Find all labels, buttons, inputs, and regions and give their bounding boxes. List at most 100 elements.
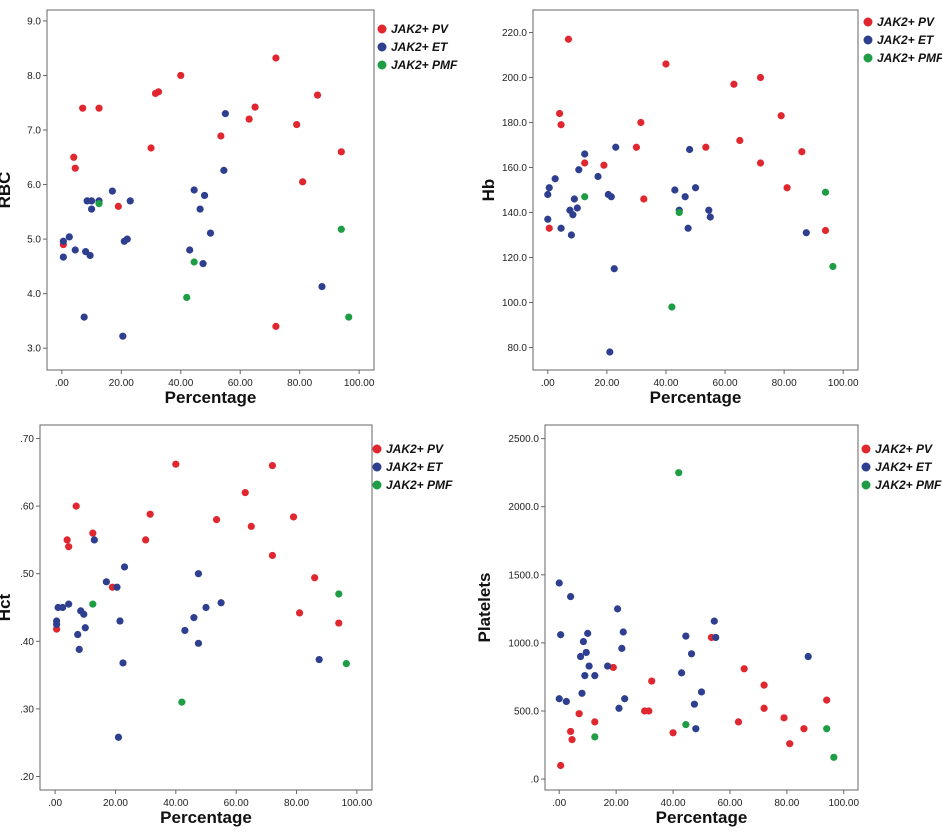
data-point [557, 224, 565, 232]
data-point [126, 197, 134, 205]
data-point [108, 187, 116, 195]
data-point [190, 258, 198, 266]
data-point [142, 536, 150, 544]
data-point [95, 200, 103, 208]
data-point [575, 166, 583, 174]
data-point [59, 237, 67, 245]
data-point [591, 733, 599, 741]
x-axis-title: Percentage [160, 808, 252, 827]
data-point [557, 121, 565, 129]
data-point [640, 195, 648, 203]
y-tick-label: .20 [20, 772, 34, 783]
data-point [585, 662, 593, 670]
data-point [311, 574, 319, 582]
y-tick-label: 7.0 [27, 126, 41, 137]
data-point [821, 226, 830, 235]
data-point [177, 71, 185, 80]
y-tick-label: 5.0 [27, 235, 41, 246]
legend-label: JAK2+ PV [877, 15, 935, 29]
x-tick-label: 40.00 [168, 378, 193, 389]
data-point [74, 630, 82, 639]
data-point [89, 529, 97, 537]
data-point [682, 632, 690, 640]
legend-marker [372, 444, 382, 454]
data-point [206, 229, 215, 237]
data-point [677, 669, 686, 677]
data-point [568, 736, 576, 744]
data-point [114, 202, 122, 210]
y-tick-label: 2500.0 [508, 434, 539, 445]
data-point [555, 579, 563, 587]
chart-panel-rbc: .00 20.00 40.00 60.00 80.00 100.00 3.0 4.0 5.0 6.… [0, 9, 458, 407]
legend-marker [861, 462, 871, 472]
data-point [293, 120, 301, 129]
data-point [551, 175, 559, 183]
legend-label: JAK2+ ET [386, 460, 444, 474]
x-tick-label: .00 [552, 798, 566, 809]
data-point [621, 695, 629, 703]
data-point [600, 161, 608, 169]
data-point [618, 644, 626, 652]
data-point [200, 191, 209, 200]
x-tick-label: 60.00 [224, 798, 249, 809]
data-point [318, 282, 326, 291]
legend: JAK2+ PV JAK2+ ET JAK2+ PMF [377, 22, 458, 72]
data-point [584, 629, 592, 637]
y-tick-label: 6.0 [27, 180, 41, 191]
data-point [63, 536, 71, 544]
data-point [289, 513, 298, 521]
data-point [199, 260, 207, 268]
x-tick-label: 20.00 [103, 798, 128, 809]
y-tick-label: 220.0 [502, 28, 527, 39]
data-point [80, 610, 88, 618]
data-point [113, 583, 121, 591]
y-tick-label: 9.0 [27, 16, 41, 27]
data-point [706, 213, 714, 221]
data-point [81, 624, 89, 632]
data-point [65, 233, 73, 241]
data-point [147, 144, 155, 152]
data-point [692, 725, 700, 733]
chart-panel-hct: .00 20.00 40.00 60.00 80.00 100.00 .20 .30 .40 .5… [0, 424, 453, 827]
data-point [194, 570, 203, 578]
legend-marker [861, 444, 871, 454]
x-tick-label: 60.00 [717, 798, 742, 809]
data-point [669, 729, 677, 737]
x-tick-label: .00 [55, 378, 69, 389]
data-point [90, 536, 98, 544]
data-point [671, 186, 679, 194]
data-point [146, 510, 154, 518]
data-point [102, 578, 110, 586]
y-tick-label: 3.0 [27, 344, 41, 355]
data-point [89, 600, 97, 608]
x-tick-label: 20.00 [109, 378, 134, 389]
data-point [576, 652, 585, 661]
data-point [555, 695, 563, 703]
legend-marker [377, 60, 387, 70]
data-point [190, 186, 198, 194]
data-point [119, 332, 127, 340]
x-tick-label: 60.00 [228, 378, 253, 389]
data-point [675, 208, 683, 217]
x-tick-label: 40.00 [661, 798, 686, 809]
data-point [800, 725, 808, 733]
y-axis-title: Platelets [475, 573, 494, 643]
data-point [702, 143, 710, 151]
data-point [555, 109, 564, 118]
x-tick-label: 40.00 [163, 798, 188, 809]
data-point [798, 148, 806, 156]
data-point [756, 159, 765, 167]
data-point [578, 689, 586, 697]
data-point [690, 700, 698, 708]
data-point [272, 54, 280, 62]
data-point [71, 164, 79, 172]
data-point [604, 662, 612, 670]
data-point [335, 590, 343, 598]
data-point [783, 184, 791, 192]
data-point [178, 698, 186, 706]
data-point [697, 688, 706, 696]
plot-frame [544, 424, 859, 791]
data-point [544, 215, 552, 223]
data-point [337, 148, 345, 156]
data-point [581, 671, 589, 680]
